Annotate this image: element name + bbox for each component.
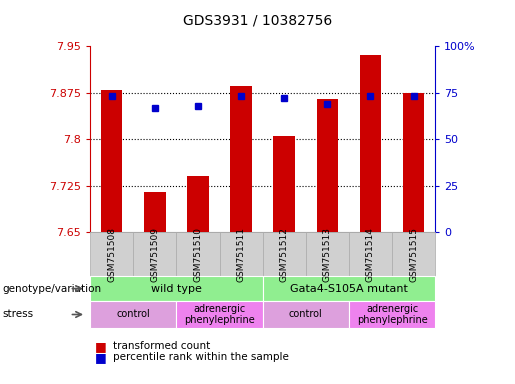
- Text: Gata4-S105A mutant: Gata4-S105A mutant: [290, 283, 408, 294]
- Text: GSM751514: GSM751514: [366, 227, 375, 282]
- Text: wild type: wild type: [151, 283, 202, 294]
- Bar: [273, 136, 295, 232]
- Text: GSM751508: GSM751508: [107, 227, 116, 282]
- Text: GSM751513: GSM751513: [323, 227, 332, 282]
- Bar: [317, 99, 338, 232]
- Text: GSM751509: GSM751509: [150, 227, 159, 282]
- Text: percentile rank within the sample: percentile rank within the sample: [113, 352, 289, 362]
- Text: stress: stress: [3, 310, 33, 319]
- Text: GSM751515: GSM751515: [409, 227, 418, 282]
- Bar: [187, 176, 209, 232]
- Bar: [101, 89, 123, 232]
- Text: genotype/variation: genotype/variation: [3, 283, 101, 294]
- Bar: [359, 55, 381, 232]
- Text: GSM751511: GSM751511: [236, 227, 246, 282]
- Text: transformed count: transformed count: [113, 341, 211, 351]
- Text: GSM751510: GSM751510: [194, 227, 202, 282]
- Bar: [230, 86, 252, 232]
- Text: GDS3931 / 10382756: GDS3931 / 10382756: [183, 13, 332, 27]
- Text: ■: ■: [95, 351, 107, 364]
- Bar: [403, 93, 424, 232]
- Text: ■: ■: [95, 340, 107, 353]
- Text: adrenergic
phenylephrine: adrenergic phenylephrine: [184, 304, 255, 325]
- Text: control: control: [116, 310, 150, 319]
- Text: GSM751512: GSM751512: [280, 227, 289, 282]
- Text: adrenergic
phenylephrine: adrenergic phenylephrine: [357, 304, 427, 325]
- Text: control: control: [289, 310, 323, 319]
- Bar: [144, 192, 166, 232]
